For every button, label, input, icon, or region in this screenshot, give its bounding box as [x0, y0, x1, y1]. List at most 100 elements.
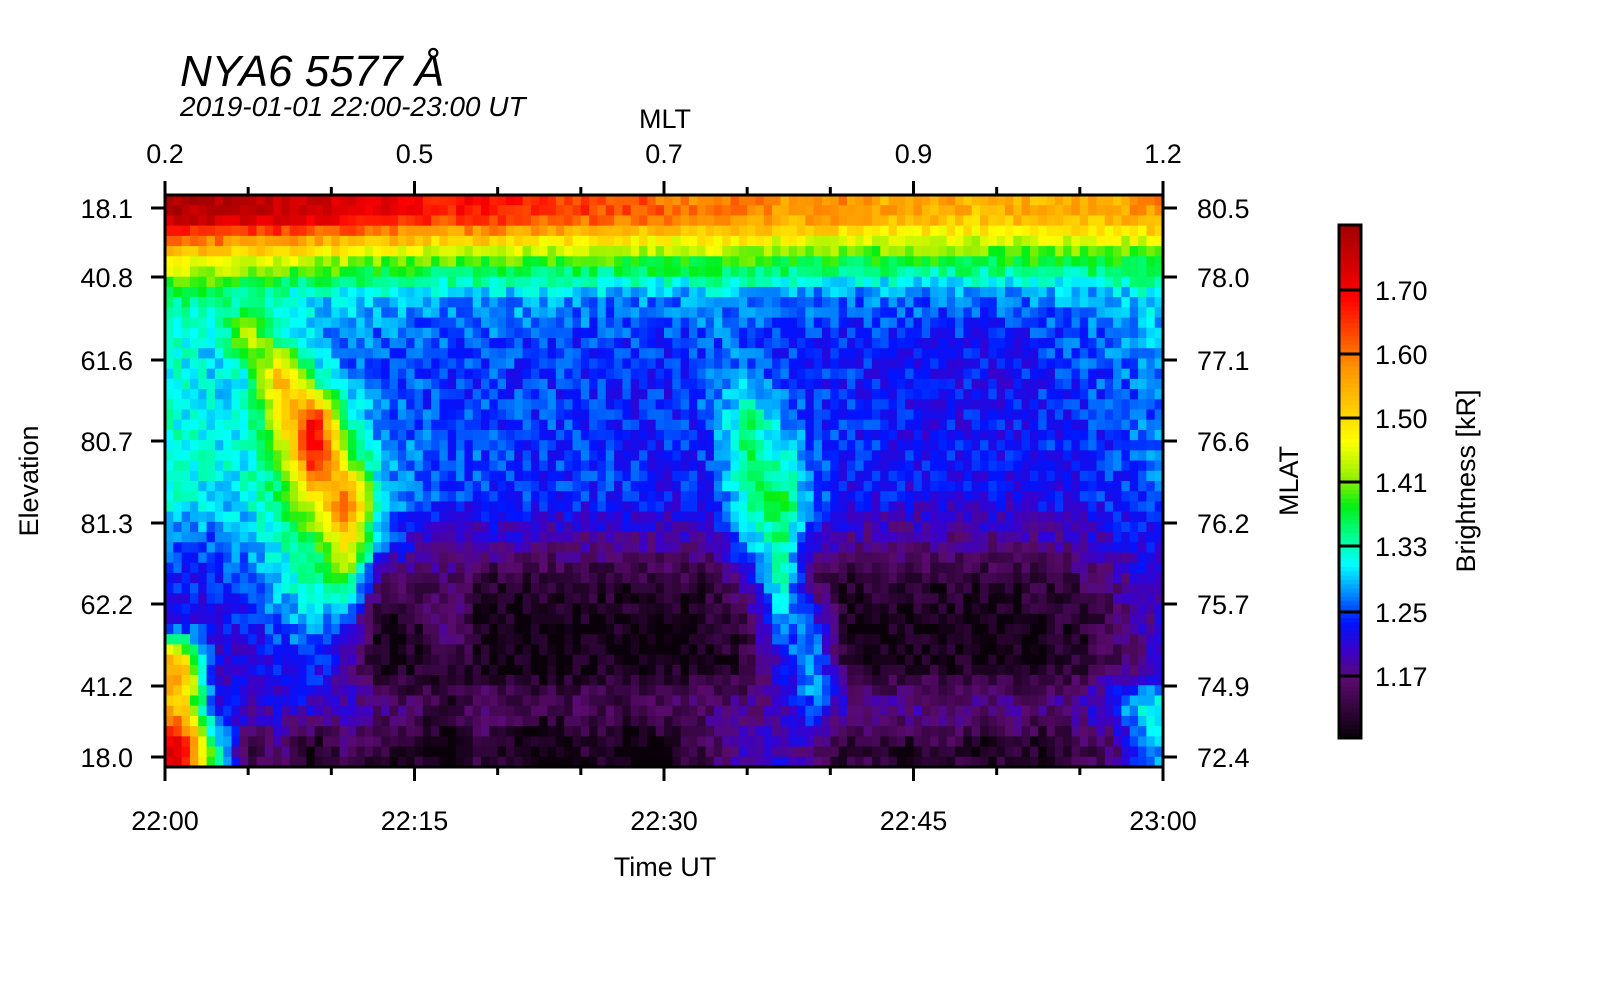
heatmap-cell: [788, 460, 798, 472]
heatmap-cell: [530, 205, 540, 217]
heatmap-cell: [397, 501, 407, 513]
heatmap-cell: [547, 368, 557, 380]
heatmap-cell: [572, 317, 582, 329]
heatmap-cell: [622, 501, 632, 513]
heatmap-cell: [1071, 572, 1081, 584]
heatmap-cell: [1063, 266, 1073, 278]
heatmap-cell: [780, 195, 790, 206]
heatmap-cell: [173, 450, 183, 462]
heatmap-cell: [639, 429, 648, 441]
heatmap-cell: [497, 317, 507, 329]
heatmap-cell: [996, 501, 1006, 513]
heatmap-cell: [1113, 491, 1123, 503]
heatmap-cell: [414, 225, 424, 237]
heatmap-cell: [880, 399, 890, 411]
heatmap-cell: [788, 440, 798, 451]
heatmap-cell: [1113, 450, 1123, 462]
heatmap-cell: [946, 286, 956, 298]
heatmap-cell: [705, 276, 715, 288]
heatmap-cell: [555, 307, 565, 319]
heatmap-cell: [381, 552, 391, 564]
heatmap-cell: [1054, 481, 1064, 492]
heatmap-cell: [630, 399, 640, 411]
heatmap-cell: [314, 276, 324, 288]
heatmap-cell: [464, 613, 474, 625]
heatmap-cell: [822, 256, 831, 268]
heatmap-cell: [1104, 572, 1114, 584]
heatmap-cell: [547, 542, 557, 554]
heatmap-cell: [772, 552, 782, 564]
heatmap-cell: [755, 521, 765, 533]
heatmap-cell: [1013, 521, 1023, 533]
heatmap-cell: [747, 195, 757, 206]
heatmap-cell: [1121, 225, 1131, 237]
heatmap-cell: [431, 338, 441, 349]
heatmap-cell: [980, 195, 989, 206]
heatmap-cell: [439, 215, 449, 227]
heatmap-cell: [206, 562, 216, 574]
heatmap-cell: [339, 409, 349, 421]
heatmap-cell: [314, 225, 324, 237]
heatmap-cell: [547, 603, 557, 615]
heatmap-cell: [913, 470, 923, 482]
heatmap-cell: [165, 470, 174, 482]
heatmap-cell: [456, 389, 465, 400]
heatmap-cell: [722, 409, 732, 421]
heatmap-cell: [863, 542, 873, 554]
heatmap-cell: [264, 286, 274, 298]
heatmap-cell: [747, 470, 757, 482]
heatmap-cell: [913, 542, 923, 554]
heatmap-cell: [971, 266, 981, 278]
heatmap-cell: [1079, 511, 1089, 523]
heatmap-cell: [664, 511, 673, 523]
heatmap-cell: [930, 460, 940, 472]
heatmap-cell: [406, 338, 416, 349]
heatmap-cell: [672, 205, 682, 217]
heatmap-cell: [347, 297, 357, 308]
heatmap-cell: [555, 266, 565, 278]
heatmap-cell: [580, 429, 590, 441]
heatmap-cell: [755, 572, 765, 584]
heatmap-cell: [880, 297, 890, 308]
heatmap-cell: [589, 338, 599, 349]
heatmap-cell: [705, 317, 715, 329]
heatmap-cell: [763, 542, 773, 554]
heatmap-cell: [339, 225, 349, 237]
heatmap-cell: [1088, 511, 1098, 523]
heatmap-cell: [639, 603, 648, 615]
heatmap-cell: [214, 358, 224, 370]
heatmap-cell: [422, 419, 432, 431]
heatmap-cell: [422, 256, 432, 268]
heatmap-cell: [1121, 501, 1131, 513]
heatmap-cell: [514, 338, 524, 349]
heatmap-cell: [231, 501, 241, 513]
heatmap-cell: [1046, 552, 1056, 564]
heatmap-cell: [1129, 205, 1139, 217]
heatmap-cell: [788, 297, 798, 308]
heatmap-cell: [697, 225, 707, 237]
heatmap-cell: [838, 389, 848, 400]
heatmap-cell: [165, 195, 174, 206]
heatmap-cell: [763, 358, 773, 370]
heatmap-cell: [1004, 195, 1014, 206]
heatmap-cell: [298, 276, 307, 288]
heatmap-cell: [372, 603, 382, 615]
heatmap-cell: [389, 389, 399, 400]
heatmap-cell: [797, 378, 806, 390]
heatmap-cell: [938, 572, 948, 584]
heatmap-cell: [239, 613, 249, 625]
heatmap-cell: [813, 440, 823, 451]
heatmap-cell: [281, 460, 291, 472]
heatmap-cell: [481, 542, 490, 554]
heatmap-cell: [1046, 532, 1056, 543]
heatmap-cell: [289, 409, 299, 421]
heatmap-cell: [913, 215, 923, 227]
heatmap-cell: [364, 225, 374, 237]
heatmap-cell: [896, 286, 906, 298]
heatmap-cell: [946, 440, 956, 451]
heatmap-cell: [597, 348, 607, 360]
heatmap-cell: [788, 572, 798, 584]
heatmap-cell: [431, 603, 441, 615]
heatmap-cell: [896, 491, 906, 503]
heatmap-cell: [239, 297, 249, 308]
